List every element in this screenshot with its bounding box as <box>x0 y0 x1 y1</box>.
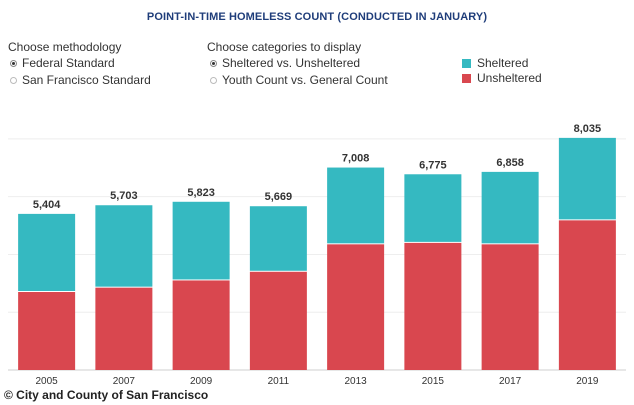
total-label-2017: 6,858 <box>496 157 524 169</box>
bar-sheltered-2017 <box>481 171 539 244</box>
radio-selected-icon <box>10 59 17 67</box>
radio-unselected-icon <box>10 76 17 84</box>
x-tick-label-2009: 2009 <box>190 376 213 387</box>
x-tick-label-2019: 2019 <box>576 376 599 387</box>
bar-sheltered-2007 <box>95 205 153 287</box>
radio-federal-standard[interactable]: Federal Standard <box>10 56 115 70</box>
x-tick-label-2015: 2015 <box>422 376 445 387</box>
bar-unsheltered-2019 <box>558 220 616 370</box>
radio-label: San Francisco Standard <box>22 73 151 87</box>
radio-label: Federal Standard <box>22 56 115 70</box>
bar-sheltered-2011 <box>249 206 307 271</box>
image-credit: © City and County of San Francisco <box>0 386 215 405</box>
radio-youth-general[interactable]: Youth Count vs. General Count <box>210 73 388 87</box>
radio-unselected-icon <box>210 76 217 84</box>
bar-unsheltered-2007 <box>95 287 153 370</box>
total-label-2009: 5,823 <box>187 187 215 199</box>
categories-heading: Choose categories to display <box>207 40 362 54</box>
bar-sheltered-2019 <box>558 137 616 220</box>
bar-unsheltered-2015 <box>404 242 462 370</box>
bar-sheltered-2013 <box>327 167 385 244</box>
legend-swatch-sheltered <box>462 58 471 68</box>
bar-unsheltered-2009 <box>172 280 230 370</box>
total-label-2005: 5,404 <box>33 199 61 211</box>
bar-sheltered-2005 <box>18 213 76 291</box>
total-label-2015: 6,775 <box>419 159 447 171</box>
chart-title: POINT-IN-TIME HOMELESS COUNT (CONDUCTED … <box>146 11 488 23</box>
bar-unsheltered-2005 <box>18 292 76 370</box>
radio-sheltered-unsheltered[interactable]: Sheltered vs. Unsheltered <box>210 56 360 70</box>
radio-sf-standard[interactable]: San Francisco Standard <box>10 73 151 87</box>
radio-selected-icon <box>210 59 217 67</box>
radio-label: Youth Count vs. General Count <box>222 73 388 87</box>
legend-label: Sheltered <box>477 56 529 70</box>
x-tick-label-2011: 2011 <box>268 376 290 387</box>
bar-sheltered-2015 <box>404 174 462 242</box>
total-label-2007: 5,703 <box>110 190 138 202</box>
bar-unsheltered-2017 <box>481 244 539 370</box>
legend-item-unsheltered: Unsheltered <box>462 71 542 85</box>
x-tick-label-2013: 2013 <box>345 376 368 387</box>
total-label-2013: 7,008 <box>342 153 370 165</box>
x-tick-label-2007: 2007 <box>113 376 136 387</box>
total-label-2019: 8,035 <box>574 123 602 135</box>
bar-unsheltered-2013 <box>327 244 385 370</box>
x-tick-label-2017: 2017 <box>499 376 522 387</box>
x-tick-label-2005: 2005 <box>36 376 59 387</box>
bar-sheltered-2009 <box>172 201 230 280</box>
radio-label: Sheltered vs. Unsheltered <box>222 56 361 70</box>
legend-swatch-unsheltered <box>462 73 471 83</box>
bar-unsheltered-2011 <box>249 271 307 370</box>
legend-label: Unsheltered <box>477 71 542 85</box>
total-label-2011: 5,669 <box>265 191 293 203</box>
methodology-heading: Choose methodology <box>8 40 122 54</box>
legend-item-sheltered: Sheltered <box>462 56 528 70</box>
